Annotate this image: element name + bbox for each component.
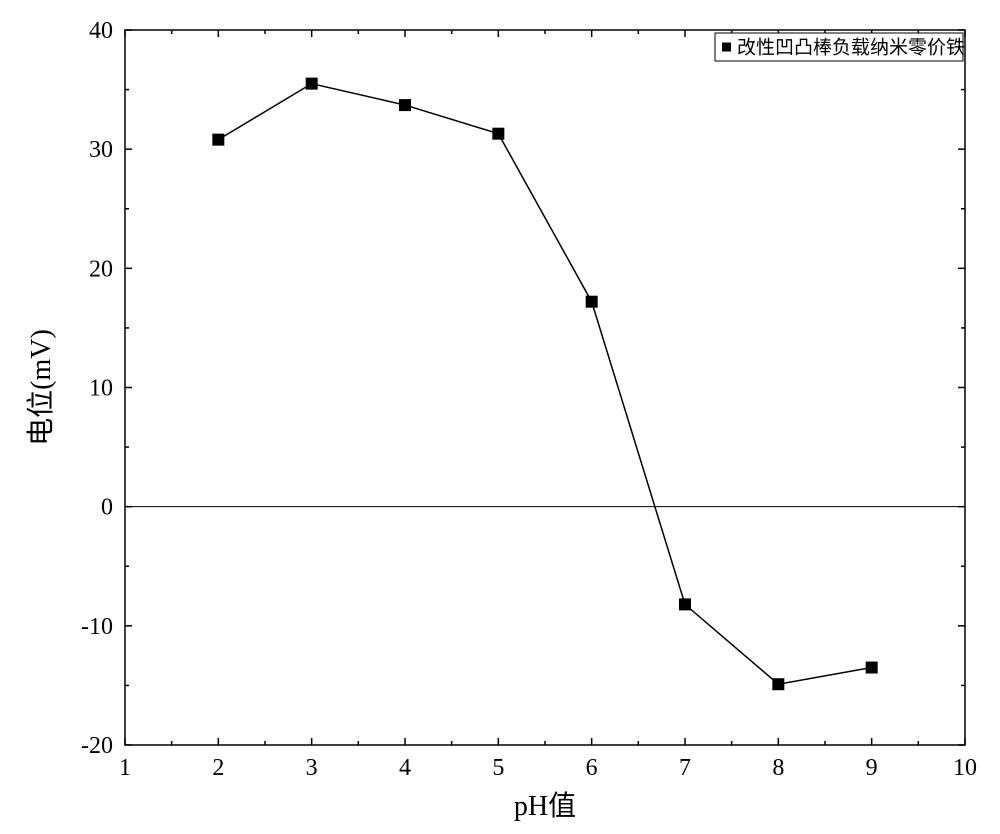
x-tick-label: 7 [679, 755, 691, 781]
x-tick-label: 10 [953, 755, 977, 781]
data-marker [213, 134, 224, 145]
y-tick-label: -10 [81, 614, 113, 640]
data-marker [306, 78, 317, 89]
x-tick-label: 4 [399, 755, 411, 781]
y-tick-label: -20 [81, 733, 113, 759]
plot-area [125, 30, 965, 745]
data-marker [493, 128, 504, 139]
x-tick-label: 6 [586, 755, 598, 781]
data-marker [586, 296, 597, 307]
y-axis-label: 电位(mV) [25, 329, 57, 446]
potential-vs-ph-chart: 1 2 3 4 5 6 7 8 9 10 -20 -10 0 10 20 30 40 pH值 电位(mV) 改性凹凸棒… [0, 0, 1000, 834]
x-tick-label: 1 [119, 755, 131, 781]
x-tick-label: 9 [866, 755, 878, 781]
y-tick-label: 0 [101, 495, 113, 521]
y-tick-label: 40 [89, 18, 113, 44]
x-tick-label: 8 [772, 755, 784, 781]
x-tick-label: 3 [306, 755, 318, 781]
x-axis-label: pH值 [514, 790, 576, 822]
chart-container: 1 2 3 4 5 6 7 8 9 10 -20 -10 0 10 20 30 40 pH值 电位(mV) 改性凹凸棒… [0, 0, 1000, 834]
data-marker [866, 662, 877, 673]
data-marker [680, 599, 691, 610]
x-tick-label: 5 [492, 755, 504, 781]
data-marker [400, 100, 411, 111]
y-tick-label: 20 [89, 256, 113, 282]
y-tick-label: 10 [89, 376, 113, 402]
y-tick-label: 30 [89, 137, 113, 163]
legend-marker [722, 43, 731, 52]
x-tick-label: 2 [212, 755, 224, 781]
legend-label: 改性凹凸棒负载纳米零价铁 [737, 37, 965, 59]
data-marker [773, 679, 784, 690]
